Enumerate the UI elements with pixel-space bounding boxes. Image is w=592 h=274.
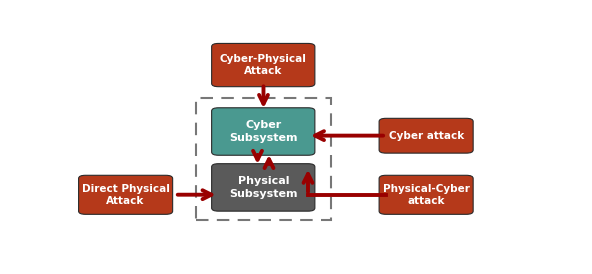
FancyBboxPatch shape bbox=[79, 175, 173, 214]
FancyBboxPatch shape bbox=[212, 164, 315, 211]
Text: Physical
Subsystem: Physical Subsystem bbox=[229, 176, 298, 199]
FancyBboxPatch shape bbox=[212, 108, 315, 155]
FancyBboxPatch shape bbox=[379, 175, 473, 214]
Text: Cyber
Subsystem: Cyber Subsystem bbox=[229, 120, 298, 143]
Text: Direct Physical
Attack: Direct Physical Attack bbox=[82, 184, 169, 206]
Text: Physical-Cyber
attack: Physical-Cyber attack bbox=[382, 184, 469, 206]
Text: Cyber-Physical
Attack: Cyber-Physical Attack bbox=[220, 54, 307, 76]
FancyBboxPatch shape bbox=[212, 44, 315, 87]
Text: Cyber attack: Cyber attack bbox=[388, 131, 464, 141]
FancyBboxPatch shape bbox=[379, 118, 473, 153]
Bar bbox=[195, 98, 331, 219]
